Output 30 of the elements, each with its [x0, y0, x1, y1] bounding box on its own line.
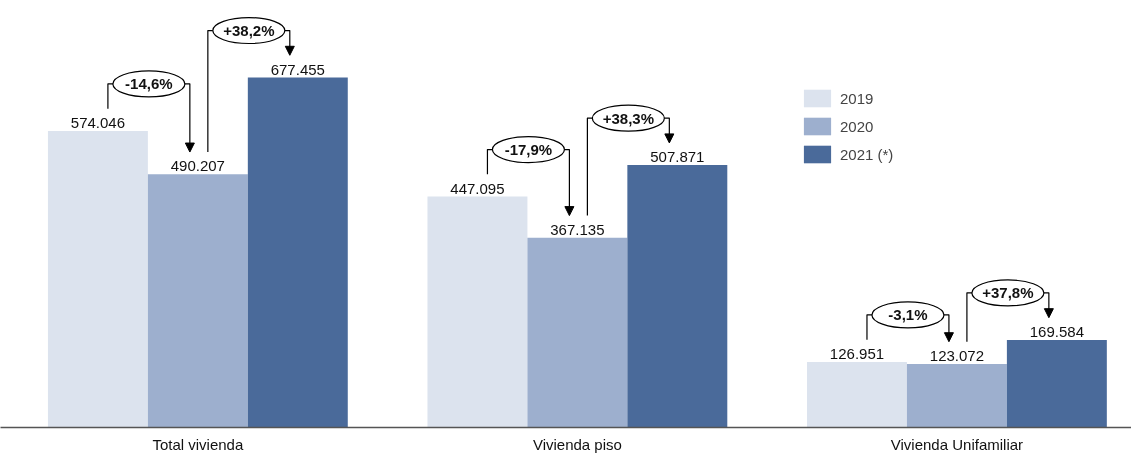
data-label: 677.455 — [270, 60, 325, 78]
data-label: 126.951 — [829, 344, 885, 362]
annotation: -14,6% — [125, 75, 173, 93]
bar — [1006, 339, 1107, 428]
bar — [807, 361, 907, 428]
data-label: 574.046 — [70, 113, 126, 131]
bar — [147, 174, 248, 428]
bar — [427, 196, 528, 428]
annotation: +38,3% — [602, 109, 655, 127]
x-tick-label: Vivienda Unifamiliar — [890, 435, 1024, 453]
text: +38,2% — [223, 22, 275, 40]
data-label: 507.871 — [650, 148, 705, 166]
legend-label: 2020 — [840, 117, 874, 135]
bar — [247, 77, 348, 428]
annotation: -17,9% — [504, 141, 553, 159]
legend-label: 2019 — [840, 89, 874, 107]
data-label: 169.584 — [1029, 322, 1084, 340]
bar — [47, 130, 148, 428]
data-label: 123.072 — [929, 346, 985, 364]
legend-label: 2021 (*) — [840, 145, 894, 163]
data-label: 367.135 — [550, 220, 605, 238]
bar — [627, 165, 728, 428]
bar — [527, 237, 628, 428]
x-tick-label: Total vivienda — [152, 435, 244, 453]
data-label: 490.207 — [170, 157, 225, 175]
annotation: -3,1% — [888, 306, 928, 324]
x-tick-label: Vivienda piso — [532, 435, 622, 453]
bar — [906, 363, 1007, 428]
data-label: 447.095 — [450, 179, 505, 197]
annotation: +37,8% — [982, 284, 1034, 302]
